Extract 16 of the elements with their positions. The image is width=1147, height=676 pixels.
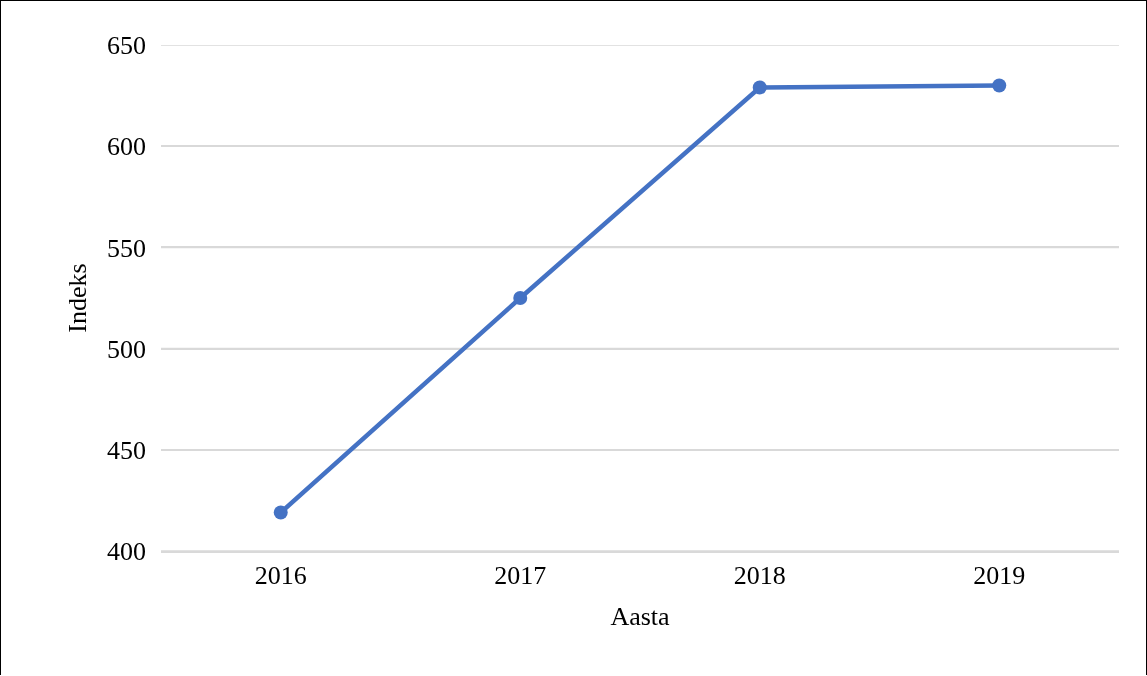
y-tick-label: 650 <box>107 31 146 61</box>
point <box>273 505 288 520</box>
y-tick-label: 600 <box>107 132 146 162</box>
point <box>752 80 767 95</box>
x-tick-label: 2017 <box>494 560 547 590</box>
y-tick-label: 550 <box>107 233 146 263</box>
x-tick-label: 2019 <box>973 560 1026 590</box>
point <box>513 291 528 305</box>
y-tick-label: 450 <box>107 435 146 465</box>
y-tick-label: 500 <box>107 334 146 364</box>
x-tick-label: 2016 <box>254 560 307 590</box>
x-tick-label: 2018 <box>733 560 786 590</box>
point <box>992 78 1007 93</box>
y-axis-title: Indeks <box>63 263 93 333</box>
y-tick-label: 400 <box>107 537 146 567</box>
x-axis-title: Aasta <box>610 602 671 632</box>
